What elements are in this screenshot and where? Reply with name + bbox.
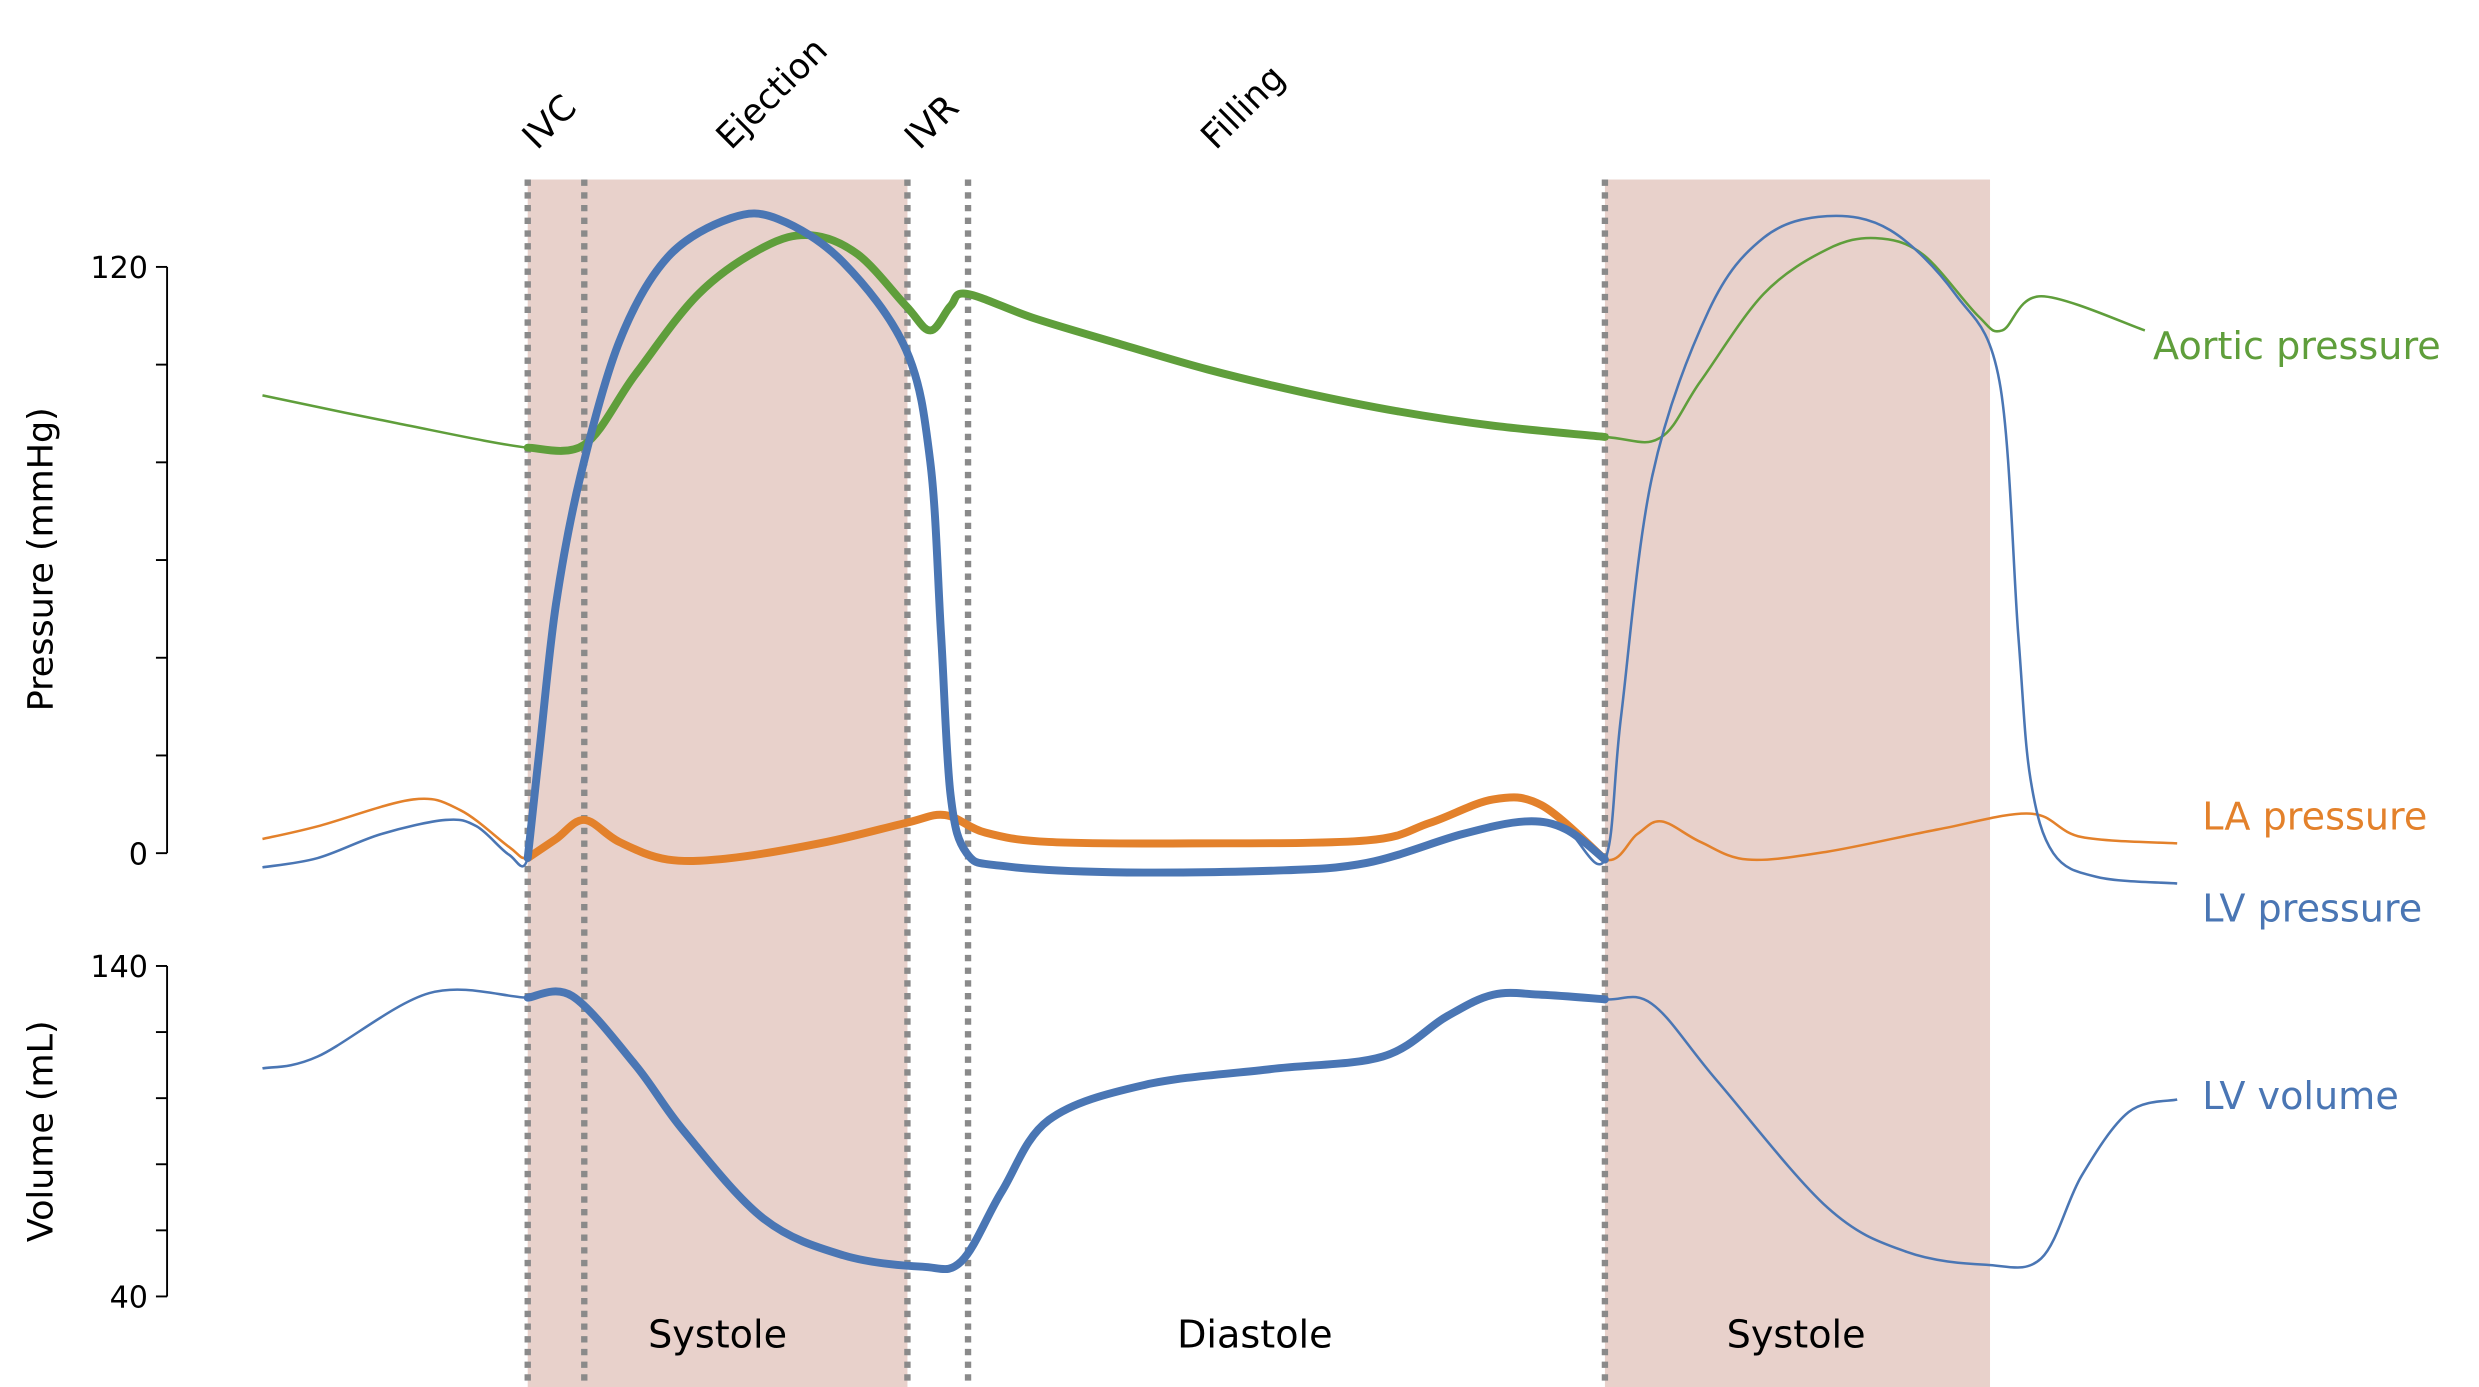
pressure-ticks: [155, 265, 168, 855]
pressure-tick-label-max: 120: [90, 251, 148, 286]
phase-markers: [524, 179, 1609, 1387]
systole-shade: [1604, 179, 1991, 1387]
volume-tick-label-min: 40: [110, 1281, 148, 1316]
la-pressure-highlight-line: [523, 793, 1609, 865]
axes: 120 0 140 40 Pressure (mmHg) Volume (mL): [22, 251, 169, 1316]
phase-label: Ejection: [709, 30, 836, 157]
phase-label: IVC: [515, 88, 585, 158]
phase-label: IVR: [897, 88, 967, 158]
aortic-pressure-highlight-line: [523, 230, 1609, 455]
series-labels: Aortic pressure LA pressure LV pressure …: [2153, 324, 2441, 1118]
lv-volume-highlight-line: [523, 987, 1609, 1274]
volume-ticks: [155, 965, 168, 1298]
lv-pressure-highlight-line: [523, 209, 1609, 877]
label-la-pressure: LA pressure: [2202, 794, 2427, 838]
pressure-tick-label-min: 0: [129, 837, 148, 872]
pressure-axis-title: Pressure (mmHg): [22, 407, 62, 711]
label-lv-pressure: LV pressure: [2202, 886, 2422, 930]
region-label: Diastole: [1177, 1312, 1333, 1356]
volume-axis-title: Volume (mL): [22, 1020, 62, 1242]
region-label: Systole: [648, 1312, 787, 1356]
systole-shade: [527, 179, 908, 1387]
shaded-regions: [527, 179, 1991, 1387]
label-lv-volume: LV volume: [2202, 1074, 2399, 1118]
phase-labels: IVC Ejection IVR Filling: [515, 30, 1293, 157]
series: [262, 209, 2178, 1274]
region-label: Systole: [1727, 1312, 1866, 1356]
phase-label: Filling: [1194, 58, 1293, 157]
label-aortic-pressure: Aortic pressure: [2153, 324, 2441, 368]
region-labels: Systole Diastole Systole: [648, 1312, 1865, 1356]
volume-tick-label-max: 140: [90, 950, 148, 985]
